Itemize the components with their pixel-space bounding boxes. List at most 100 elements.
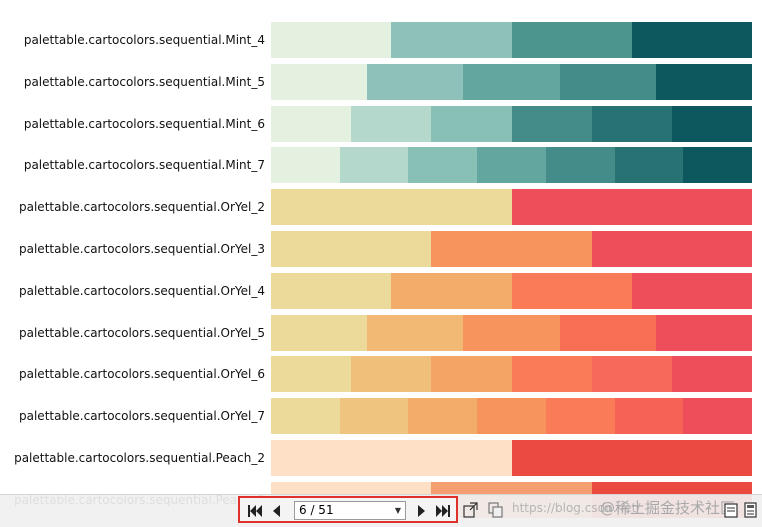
color-chip (408, 398, 478, 434)
color-chip (591, 106, 672, 142)
next-page-button[interactable] (412, 502, 430, 520)
color-chip (271, 273, 392, 309)
palette-label: palettable.cartocolors.sequential.OrYel_… (19, 284, 265, 298)
color-chip (511, 189, 752, 225)
first-page-button[interactable] (246, 502, 264, 520)
color-chip (591, 231, 752, 267)
palette-swatch (271, 231, 752, 267)
palette-row: palettable.cartocolors.sequential.Mint_4 (0, 22, 762, 58)
color-chip (511, 440, 752, 476)
page-select-value: 6 / 51 (299, 503, 334, 517)
color-chip (545, 147, 615, 183)
color-chip (271, 440, 512, 476)
color-chip (511, 106, 592, 142)
palette-label: palettable.cartocolors.sequential.Peach_… (14, 451, 265, 465)
color-chip (391, 273, 512, 309)
color-chip (351, 106, 432, 142)
copy-button[interactable] (487, 501, 505, 519)
color-chip (591, 356, 672, 392)
fit-width-icon (744, 502, 757, 518)
palette-swatch (271, 440, 752, 476)
color-chip (271, 22, 392, 58)
watermark-site: @稀土掘金技术社区 (600, 499, 736, 517)
watermark-url: https://blog.csdn.net/ (512, 501, 641, 515)
palette-swatch (271, 22, 752, 58)
color-chip (431, 106, 512, 142)
color-chip (559, 64, 656, 100)
color-chip (559, 315, 656, 351)
color-chip (367, 315, 464, 351)
color-chip (671, 356, 753, 392)
palette-label: palettable.cartocolors.sequential.Mint_6 (23, 117, 265, 131)
color-chip (631, 22, 752, 58)
color-chip (271, 398, 340, 434)
color-chip (271, 315, 368, 351)
fit-page-button[interactable] (722, 501, 740, 519)
palette-swatch (271, 106, 753, 142)
previous-page-button[interactable] (268, 502, 286, 520)
palette-swatch (271, 147, 753, 183)
palette-row: palettable.cartocolors.sequential.OrYel_… (0, 189, 762, 225)
previous-page-icon (273, 505, 280, 517)
chevron-down-icon: ▼ (394, 506, 401, 515)
color-chip (339, 147, 409, 183)
palette-row: palettable.cartocolors.sequential.OrYel_… (0, 231, 762, 267)
color-chip (614, 147, 684, 183)
palette-row: palettable.cartocolors.sequential.Peach_… (0, 440, 762, 476)
palette-swatch (271, 398, 753, 434)
palette-row: palettable.cartocolors.sequential.OrYel_… (0, 356, 762, 392)
color-chip (408, 147, 478, 183)
color-chip (271, 64, 368, 100)
color-chip (683, 147, 753, 183)
last-page-button[interactable] (434, 502, 452, 520)
palette-label: palettable.cartocolors.sequential.OrYel_… (19, 326, 265, 340)
last-page-icon (436, 505, 450, 517)
palette-label: palettable.cartocolors.sequential.OrYel_… (19, 242, 265, 256)
color-chip (511, 273, 632, 309)
viewer-toolbar: 6 / 51 ▼ https://blog.csdn.net/ (0, 494, 762, 527)
color-chip (477, 398, 546, 434)
color-chip (367, 64, 464, 100)
palette-row: palettable.cartocolors.sequential.OrYel_… (0, 398, 762, 434)
color-chip (671, 106, 753, 142)
color-chip (655, 64, 753, 100)
color-chip (431, 356, 512, 392)
color-chip (351, 356, 432, 392)
color-chip (511, 356, 592, 392)
palette-swatch (271, 64, 753, 100)
color-chip (631, 273, 752, 309)
color-chip (463, 315, 560, 351)
color-chip (271, 147, 340, 183)
color-chip (477, 147, 546, 183)
page-navigation: 6 / 51 ▼ (238, 496, 458, 523)
fit-width-button[interactable] (742, 501, 760, 519)
color-chip (431, 231, 592, 267)
palette-label: palettable.cartocolors.sequential.Mint_7 (23, 158, 265, 172)
color-chip (339, 398, 409, 434)
palette-swatch (271, 315, 753, 351)
color-chip (271, 189, 512, 225)
palette-row: palettable.cartocolors.sequential.Mint_6 (0, 106, 762, 142)
palette-swatch (271, 189, 752, 225)
color-chip (545, 398, 615, 434)
color-chip (511, 22, 632, 58)
page-select[interactable]: 6 / 51 ▼ (294, 501, 406, 520)
color-chip (271, 106, 352, 142)
palette-row: palettable.cartocolors.sequential.Mint_5 (0, 64, 762, 100)
next-page-icon (418, 505, 425, 517)
palette-row: palettable.cartocolors.sequential.OrYel_… (0, 273, 762, 309)
first-page-icon (248, 505, 262, 517)
color-chip (463, 64, 560, 100)
color-chip (683, 398, 753, 434)
color-chip (655, 315, 753, 351)
palette-label: palettable.cartocolors.sequential.OrYel_… (19, 367, 265, 381)
color-chip (391, 22, 512, 58)
palette-row: palettable.cartocolors.sequential.OrYel_… (0, 315, 762, 351)
palette-row: palettable.cartocolors.sequential.Mint_7 (0, 147, 762, 183)
palette-swatch (271, 356, 753, 392)
export-icon (463, 502, 478, 518)
color-chip (614, 398, 684, 434)
copy-icon (488, 502, 503, 518)
export-button[interactable] (462, 501, 480, 519)
